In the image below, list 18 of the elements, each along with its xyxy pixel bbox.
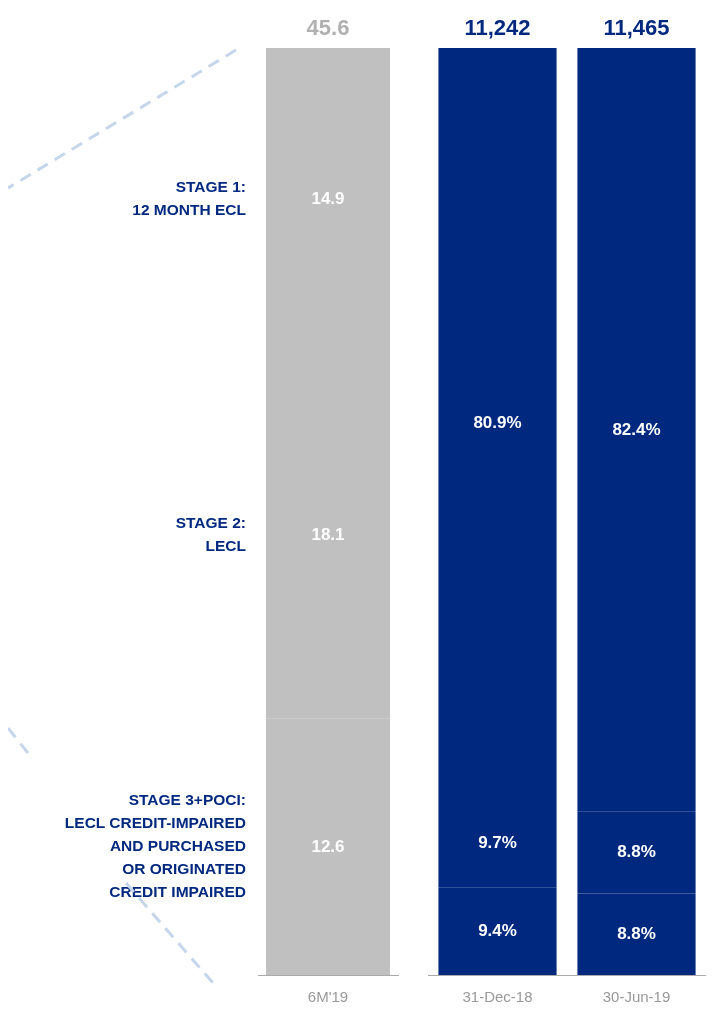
data-label: 82.4% [612,419,661,439]
x-tick-label: 6M'19 [307,988,349,1006]
x-tick-label: 31-Dec-18 [462,988,533,1006]
data-label: 18.1 [311,524,345,544]
series-label: STAGE 3+POCI: LECL CREDIT-IMPAIRED AND PURCHASED OR ORIGINATED CREDIT IMPAIRED [64,791,246,901]
series-label: STAGE 1: 12 MONTH ECL [132,178,246,219]
text: 11,465 [603,15,670,41]
data-label: 80.9% [473,412,522,432]
data-label: 12.6 [311,836,345,856]
text: 11,242 [464,15,531,41]
data-label: 9.7% [478,832,517,852]
data-label: 8.8% [617,923,656,943]
series-label: STAGE 2: LECL [175,513,246,554]
data-label: 8.8% [617,842,656,862]
total-label: 45.6 [306,15,350,41]
data-label: 9.4% [478,921,517,941]
data-label: 14.9 [311,189,345,209]
x-tick-label: 30-Jun-19 [602,988,671,1006]
